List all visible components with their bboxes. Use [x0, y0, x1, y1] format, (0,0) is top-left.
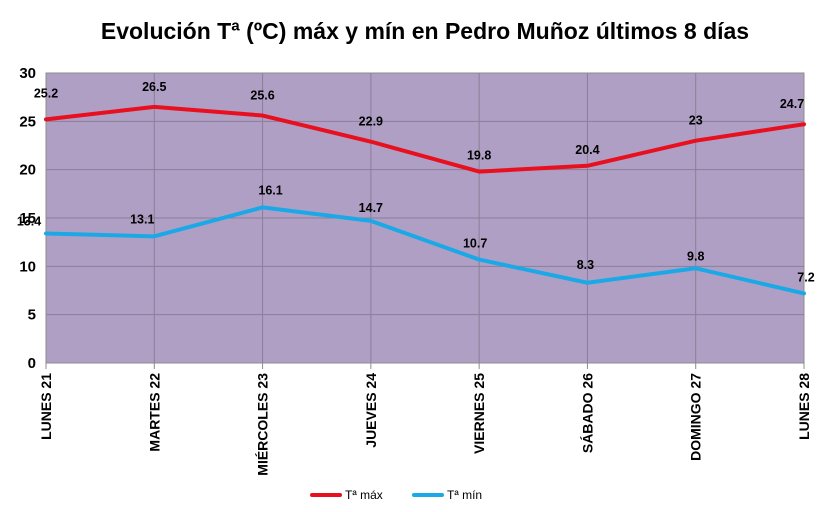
- legend-label: Tª mín: [447, 488, 483, 502]
- y-tick-label: 30: [19, 65, 36, 82]
- y-tick-label: 15: [19, 210, 36, 227]
- data-label: 26.5: [142, 80, 166, 94]
- data-label: 7.2: [797, 270, 814, 284]
- x-tick-label: JUEVES 24: [363, 373, 379, 448]
- data-label: 25.2: [34, 86, 58, 100]
- x-tick-label: SÁBADO 26: [579, 373, 595, 453]
- data-label: 25.6: [250, 89, 274, 103]
- x-tick-label: MIÉRCOLES 23: [255, 373, 271, 476]
- y-tick-label: 20: [19, 162, 36, 179]
- series-lines: [44, 104, 806, 296]
- data-label: 20.4: [575, 143, 599, 157]
- x-tick-label: VIERNES 25: [471, 373, 487, 454]
- y-tick-label: 5: [28, 307, 36, 324]
- axes: 0 5 10 15 20 25 30 LUNES 21 MARTES 22 MIÉRCOLES 2…: [19, 65, 812, 476]
- data-label: 16.1: [258, 183, 282, 197]
- legend-swatch: [412, 493, 444, 497]
- y-tick-label: 0: [28, 355, 36, 372]
- x-tick-label: LUNES 28: [796, 373, 812, 440]
- data-label: 13.1: [130, 212, 154, 226]
- data-label: 8.3: [577, 258, 594, 272]
- series-line-max: [44, 104, 806, 174]
- data-label: 22.9: [359, 115, 383, 129]
- legend-swatch: [310, 493, 342, 497]
- y-tick-label: 25: [19, 113, 36, 130]
- legend-item: Tª máx: [310, 488, 383, 502]
- legend: Tª máx Tª mín: [0, 488, 825, 508]
- data-label: 13.4: [17, 214, 41, 228]
- data-label: 24.7: [780, 97, 804, 111]
- legend-item: Tª mín: [412, 488, 482, 502]
- data-labels: 25.2 26.5 25.6 22.9 19.8 20.4 23 24.7 13.4 13.1 16…: [17, 80, 815, 285]
- data-label: 14.7: [359, 201, 383, 215]
- series-line-min: [44, 205, 806, 296]
- legend-label: Tª máx: [345, 488, 383, 502]
- y-tick-label: 10: [19, 258, 36, 275]
- chart-title: Evolución Tª (ºC) máx y mín en Pedro Muñ…: [100, 18, 750, 44]
- data-label: 9.8: [687, 249, 704, 263]
- data-label: 19.8: [467, 149, 491, 163]
- gridlines: [46, 73, 804, 363]
- data-label: 23: [689, 114, 703, 128]
- x-tick-label: DOMINGO 27: [688, 373, 704, 461]
- x-tick-label: LUNES 21: [38, 373, 54, 440]
- x-tick-label: MARTES 22: [146, 373, 162, 452]
- data-label: 10.7: [463, 237, 487, 251]
